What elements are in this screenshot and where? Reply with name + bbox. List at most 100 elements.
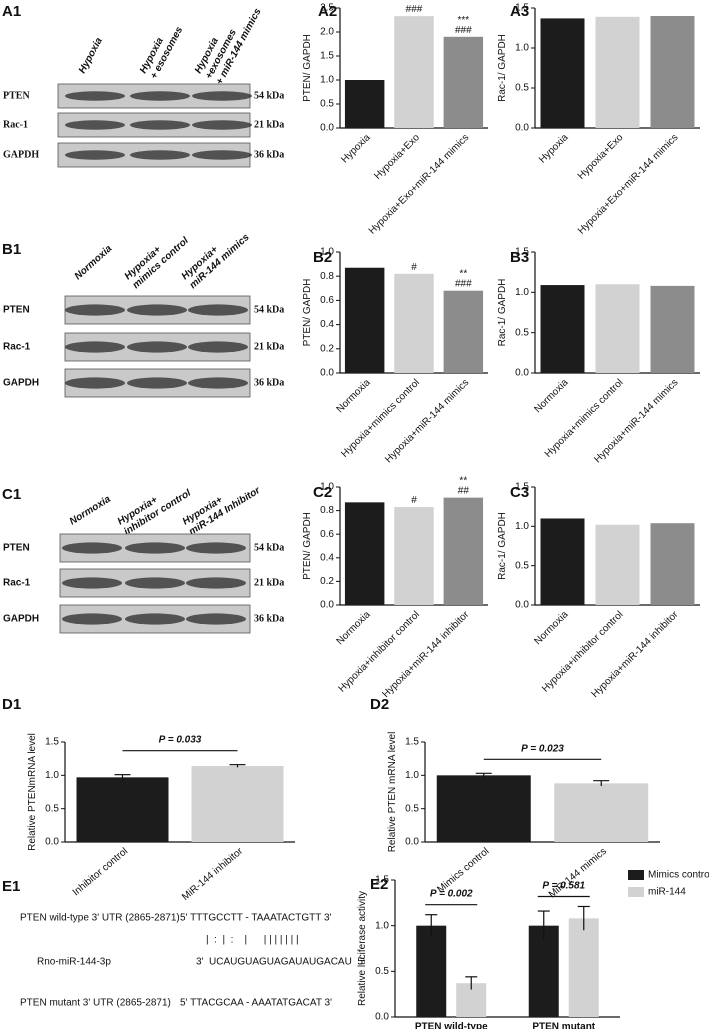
significance-label: ### <box>406 4 423 15</box>
band <box>125 577 185 589</box>
band <box>186 613 246 625</box>
legend-swatch <box>628 887 644 897</box>
y-tick-label: 1.0 <box>515 43 529 54</box>
y-tick-label: 0.5 <box>515 83 529 94</box>
bar <box>568 918 599 1017</box>
error-bar <box>425 914 438 937</box>
bar <box>650 16 695 128</box>
y-tick-label: 1.5 <box>515 3 529 14</box>
y-tick-label: 0.5 <box>375 966 389 977</box>
y-axis-label: Rac-1/ GAPDH <box>497 279 508 347</box>
sequence: 5' TTTGCCTT - TAAATACTGTT 3' <box>180 913 332 924</box>
significance-label: # <box>411 262 417 273</box>
band <box>186 577 246 589</box>
y-axis-label: Relative PTENmRNA level <box>27 733 38 851</box>
error-bar <box>593 780 610 786</box>
significance-label: ### <box>455 279 472 290</box>
protein-label: Rac-1 <box>3 578 31 589</box>
y-tick-label: 1.0 <box>320 247 334 258</box>
y-tick-label: 1.0 <box>320 75 334 86</box>
panel-label: A3 <box>510 3 529 20</box>
y-tick-label: 0.2 <box>320 576 334 587</box>
error-bar <box>229 764 246 768</box>
x-tick-label: PTEN wild-type <box>415 1022 488 1029</box>
size-label: 21 kDa <box>254 577 284 588</box>
y-tick-label: 0.0 <box>45 837 59 848</box>
panel-label: B2 <box>313 249 332 266</box>
y-tick-label: 0.0 <box>320 600 334 611</box>
y-tick-label: 1.0 <box>320 482 334 493</box>
panel-label: C2 <box>313 484 332 501</box>
band <box>130 120 190 130</box>
panel-label: A2 <box>318 3 337 20</box>
y-tick-label: 0.0 <box>405 837 419 848</box>
y-tick-label: 0.0 <box>375 1012 389 1023</box>
y-tick-label: 2.0 <box>320 27 334 38</box>
panel-label: B1 <box>2 241 21 258</box>
bar <box>540 285 585 373</box>
y-tick-label: 1.0 <box>515 287 529 298</box>
size-label: 36 kDa <box>254 149 284 160</box>
bar <box>394 507 434 605</box>
bar <box>595 524 640 605</box>
y-tick-label: 1.5 <box>405 737 419 748</box>
y-tick-label: 1.0 <box>405 770 419 781</box>
significance-label: ** <box>459 269 467 280</box>
panel-label: E2 <box>370 876 388 893</box>
y-tick-label: 0.6 <box>320 295 334 306</box>
band <box>192 91 252 101</box>
bar <box>595 284 640 373</box>
sequence: 5' TTACGCAA - AAATATGACAT 3' <box>180 998 332 1009</box>
y-tick-label: 0.6 <box>320 529 334 540</box>
band <box>127 377 187 389</box>
band <box>65 150 125 160</box>
bar <box>344 502 385 605</box>
y-tick-label: 0.0 <box>320 368 334 379</box>
y-tick-label: 0.4 <box>320 552 334 563</box>
error-bar <box>465 976 478 990</box>
y-tick-label: 0.8 <box>320 271 334 282</box>
legend-label: Mimics control <box>648 870 709 881</box>
band <box>127 304 187 316</box>
significance-label: # <box>411 495 417 506</box>
band <box>188 304 248 316</box>
size-label: 21 kDa <box>254 341 284 352</box>
significance-label: ### <box>455 25 472 36</box>
y-tick-label: 0.2 <box>320 343 334 354</box>
protein-label: GAPDH <box>3 378 39 389</box>
bar <box>191 766 284 842</box>
band <box>62 577 122 589</box>
y-axis-label: PTEN/ GAPDH <box>302 34 313 102</box>
y-tick-label: 0.0 <box>515 368 529 379</box>
panel-label: D2 <box>370 696 389 713</box>
error-bar <box>114 774 131 780</box>
bar <box>443 290 484 373</box>
y-axis-label: PTEN/ GAPDH <box>302 512 313 580</box>
band <box>62 542 122 554</box>
legend-label: miR-144 <box>648 887 686 898</box>
y-tick-label: 0.5 <box>45 803 59 814</box>
bar <box>540 18 585 128</box>
bar <box>416 925 447 1017</box>
band <box>65 304 125 316</box>
y-axis-label: Relative PTEN mRNA level <box>387 732 398 853</box>
y-tick-label: 1.0 <box>45 770 59 781</box>
y-tick-label: 1.5 <box>515 482 529 493</box>
y-tick-label: 0.5 <box>515 560 529 571</box>
pairing: | : | : | | | | | | | | <box>206 935 299 946</box>
band <box>188 377 248 389</box>
error-bar <box>475 772 492 778</box>
y-tick-label: 0.0 <box>515 123 529 134</box>
y-tick-label: 1.0 <box>515 521 529 532</box>
bar <box>344 267 385 373</box>
bar <box>443 36 484 128</box>
bar <box>394 273 434 373</box>
bar <box>554 783 649 842</box>
y-tick-label: 0.4 <box>320 319 334 330</box>
y-tick-label: 0.0 <box>320 123 334 134</box>
legend-swatch <box>628 870 644 880</box>
y-tick-label: 1.5 <box>320 51 334 62</box>
significance-label: ** <box>459 476 467 487</box>
comparison-label: P = 0.033 <box>159 735 202 746</box>
